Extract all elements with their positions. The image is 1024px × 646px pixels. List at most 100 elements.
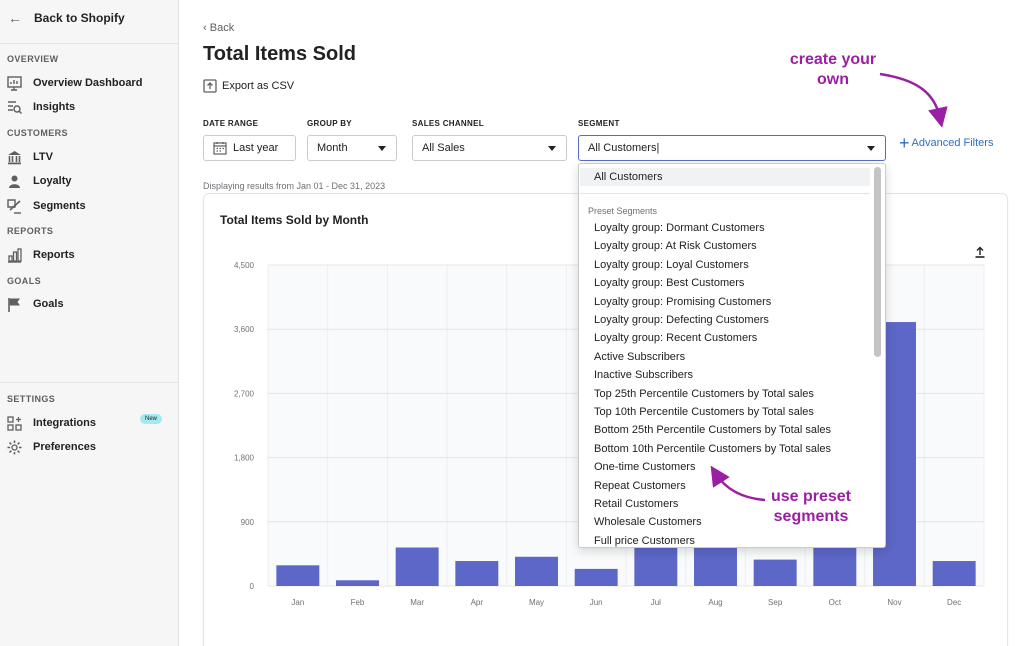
segment-option[interactable]: Loyalty group: Loyal Customers — [594, 258, 749, 271]
x-tick-label: Jul — [651, 598, 661, 607]
insights-icon — [8, 100, 22, 114]
y-tick-label: 1,800 — [234, 454, 255, 463]
page-title: Total Items Sold — [203, 43, 356, 65]
chevron-left-icon: ‹ — [203, 22, 210, 34]
date-range-label: DATE RANGE — [203, 119, 259, 128]
sidebar-label: Overview Dashboard — [33, 77, 143, 89]
sidebar-divider — [0, 43, 179, 44]
export-label: Export as CSV — [222, 80, 295, 92]
download-icon[interactable] — [974, 246, 986, 258]
segment-option[interactable]: Bottom 25th Percentile Customers by Tota… — [594, 424, 832, 437]
segment-option[interactable]: Full price Customers — [594, 534, 695, 547]
x-tick-label: May — [529, 598, 544, 607]
group-by-label: GROUP BY — [307, 119, 352, 128]
plus-icon: + — [899, 133, 910, 153]
sidebar-label: Segments — [33, 200, 86, 212]
bar-mar[interactable] — [395, 547, 439, 586]
x-tick-label: Feb — [351, 598, 365, 607]
x-tick-label: Oct — [829, 598, 842, 607]
dashboard-icon — [7, 75, 22, 91]
bar-may[interactable] — [515, 556, 558, 586]
chart-title: Total Items Sold by Month — [220, 213, 369, 227]
sidebar-item-loyalty[interactable]: Loyalty — [6, 172, 72, 190]
segment-option[interactable]: Top 10th Percentile Customers by Total s… — [594, 406, 814, 418]
advanced-filters-button[interactable]: + Advanced Filters — [899, 133, 994, 153]
option-all-customers[interactable]: All Customers — [580, 168, 870, 186]
advanced-filters-label: Advanced Filters — [911, 137, 994, 149]
sidebar-label: Goals — [33, 298, 64, 310]
range-note: Displaying results from Jan 01 - Dec 31,… — [203, 181, 386, 191]
bar-apr[interactable] — [455, 561, 499, 586]
sidebar-item-reports[interactable]: Reports — [6, 246, 75, 264]
annotation-create-your-own: create your own — [789, 51, 877, 88]
back-label: Back — [209, 22, 235, 34]
segment-option[interactable]: Loyalty group: At Risk Customers — [594, 240, 757, 253]
segment-option[interactable]: Wholesale Customers — [594, 516, 702, 529]
group-by-value: Month — [317, 142, 348, 154]
sidebar-item-ltv[interactable]: LTV — [6, 148, 53, 166]
x-tick-label: Sep — [768, 598, 783, 607]
sidebar-label: Insights — [33, 101, 76, 113]
export-csv-button[interactable]: Export as CSV — [203, 79, 294, 93]
segment-option[interactable]: Active Subscribers — [594, 350, 686, 363]
date-range-button[interactable]: Last year — [203, 135, 296, 161]
person-icon — [9, 175, 20, 188]
sidebar-item-goals[interactable]: Goals — [6, 295, 64, 313]
bar-sep[interactable] — [753, 559, 797, 586]
annotation-use-preset-segments: use preset segments — [770, 488, 852, 525]
bar-jun[interactable] — [574, 568, 618, 586]
export-icon — [203, 79, 217, 93]
segment-option[interactable]: One-time Customers — [594, 461, 696, 474]
x-tick-label: Mar — [410, 598, 424, 607]
flag-icon — [8, 297, 20, 312]
back-link[interactable]: ‹ Back — [203, 22, 234, 34]
caret-down-icon — [378, 146, 386, 151]
segment-option[interactable]: Bottom 10th Percentile Customers by Tota… — [594, 442, 832, 455]
segment-option[interactable]: Loyalty group: Dormant Customers — [594, 222, 765, 234]
calendar-icon — [213, 142, 227, 155]
sidebar-item-overview-dashboard[interactable]: Overview Dashboard — [6, 74, 142, 92]
segment-option[interactable]: Loyalty group: Defecting Customers — [594, 314, 769, 326]
gear-icon — [7, 440, 22, 454]
back-to-shopify-label: Back to Shopify — [34, 11, 125, 25]
preset-segments-heading: Preset Segments — [588, 206, 658, 216]
dropdown-scrollbar[interactable] — [874, 167, 881, 357]
segment-option[interactable]: Loyalty group: Best Customers — [594, 277, 745, 290]
sidebar-label: Integrations — [33, 417, 96, 429]
sidebar-label: Preferences — [33, 441, 96, 453]
bar-jan[interactable] — [276, 565, 320, 586]
segment-option[interactable]: Inactive Subscribers — [594, 369, 694, 382]
group-by-select[interactable]: Month — [307, 135, 397, 161]
x-tick-label: Dec — [947, 598, 961, 607]
integrations-icon — [7, 415, 22, 431]
x-tick-label: Jan — [291, 598, 304, 607]
bar-chart-icon — [8, 247, 22, 263]
bar-feb[interactable] — [336, 580, 379, 586]
segment-option[interactable]: Top 25th Percentile Customers by Total s… — [594, 387, 814, 400]
sidebar-item-preferences[interactable]: Preferences — [6, 438, 96, 456]
y-tick-label: 0 — [250, 582, 255, 591]
segment-option[interactable]: Loyalty group: Recent Customers — [594, 332, 758, 345]
sales-channel-select[interactable]: All Sales — [412, 135, 567, 161]
dropdown-divider — [580, 193, 870, 194]
segment-label: SEGMENT — [578, 119, 620, 128]
segment-value: All Customers — [588, 142, 657, 154]
y-tick-label: 4,500 — [234, 261, 255, 270]
sidebar-label: Reports — [33, 249, 75, 261]
x-tick-label: Apr — [471, 598, 484, 607]
date-range-value: Last year — [233, 142, 279, 154]
segment-option[interactable]: Retail Customers — [594, 498, 679, 510]
bar-dec[interactable] — [932, 561, 976, 586]
x-tick-label: Aug — [708, 598, 722, 607]
segment-option[interactable]: Loyalty group: Promising Customers — [594, 295, 772, 308]
sidebar-item-integrations[interactable]: Integrations — [6, 414, 96, 432]
bank-icon — [8, 150, 21, 164]
segment-select[interactable]: All Customers | — [578, 135, 886, 161]
back-to-shopify-link[interactable]: ← Back to Shopify — [8, 10, 125, 26]
y-tick-label: 2,700 — [234, 389, 255, 398]
sidebar: ← Back to Shopify OVERVIEW Overview Dash… — [0, 0, 179, 646]
sidebar-item-segments[interactable]: Segments — [6, 197, 86, 215]
sidebar-item-insights[interactable]: Insights — [6, 98, 75, 116]
segment-option[interactable]: Repeat Customers — [594, 479, 686, 492]
caret-down-icon — [867, 146, 875, 151]
